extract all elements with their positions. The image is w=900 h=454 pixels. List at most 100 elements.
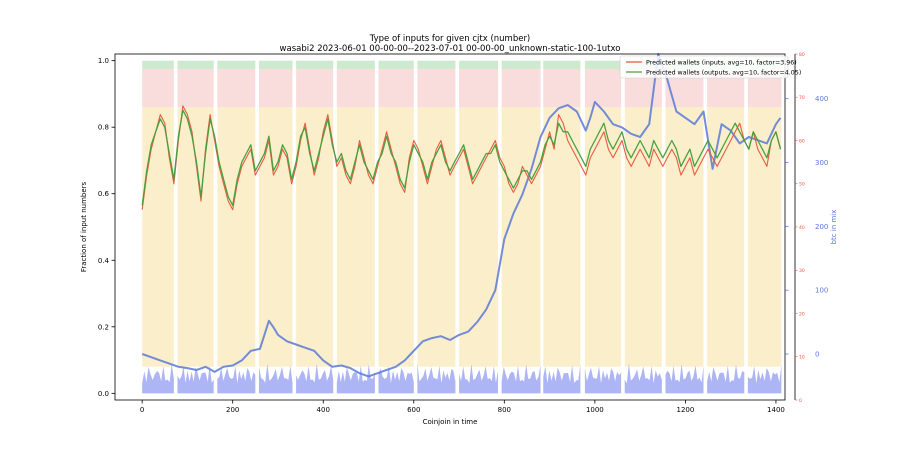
series-layer <box>141 53 782 378</box>
background-bands-layer <box>142 60 782 394</box>
band-pink <box>296 68 334 108</box>
x-tick-label: 1000 <box>586 406 604 414</box>
y-red-tick-label: 70 <box>799 95 805 101</box>
y-right-tick-label: 300 <box>815 159 828 167</box>
y-red-tick-label: 60 <box>799 138 805 144</box>
band-yellow <box>584 107 622 367</box>
band-green <box>296 60 334 69</box>
band-pink <box>142 68 174 108</box>
band-yellow <box>258 107 293 367</box>
axes-layer: 0 200 400 600 800 1000 1200 14000.00.20.40.60.8… <box>98 52 829 414</box>
band-green <box>459 60 498 69</box>
band-yellow <box>378 107 414 367</box>
band-blue <box>296 363 334 394</box>
band-blue <box>378 366 414 394</box>
band-blue <box>142 364 174 394</box>
band-green <box>543 60 581 69</box>
band-yellow <box>142 107 174 367</box>
x-tick-label: 800 <box>498 406 511 414</box>
band-yellow <box>336 107 375 367</box>
x-tick-label: 600 <box>407 406 420 414</box>
band-blue <box>501 364 541 394</box>
y-red-tick-label: 10 <box>799 355 805 361</box>
band-green <box>584 60 622 69</box>
band-blue <box>747 364 782 394</box>
band-green <box>417 60 456 69</box>
x-tick-label: 0 <box>140 406 144 414</box>
band-green <box>258 60 293 69</box>
y-right-tick-label: 400 <box>815 95 828 103</box>
y-red-tick-label: 20 <box>799 311 805 317</box>
series-outputs <box>141 109 782 207</box>
band-pink <box>258 68 293 108</box>
band-green <box>378 60 414 69</box>
band-yellow <box>501 107 541 367</box>
y-right-tick-label: 200 <box>815 223 828 231</box>
band-blue <box>177 365 214 394</box>
band-blue <box>217 365 256 394</box>
band-blue <box>624 363 662 394</box>
y-tick-label: 0.2 <box>98 323 109 331</box>
band-yellow <box>217 107 256 367</box>
band-green <box>177 60 214 69</box>
band-yellow <box>707 107 745 367</box>
legend-label-outputs: Predicted wallets (outputs, avg=10, fact… <box>646 70 801 77</box>
chart-subtitle: wasabi2 2023-06-01 00-00-00--2023-07-01 … <box>280 44 621 54</box>
x-tick-label: 200 <box>226 406 239 414</box>
band-blue <box>665 363 704 394</box>
band-yellow <box>543 107 581 367</box>
band-yellow <box>747 107 782 367</box>
legend-box <box>619 55 789 79</box>
band-green <box>501 60 541 69</box>
x-axis-label: Coinjoin in time <box>423 418 478 426</box>
y-right-tick-label: 100 <box>815 287 828 295</box>
band-pink <box>584 68 622 108</box>
y-tick-label: 0.0 <box>98 390 109 398</box>
y-axis-label: Fraction of input numbers <box>80 181 88 272</box>
band-pink <box>378 68 414 108</box>
x-tick-label: 1400 <box>767 406 785 414</box>
band-yellow <box>417 107 456 367</box>
y-tick-label: 0.8 <box>98 124 109 132</box>
band-blue <box>336 364 375 394</box>
x-tick-label: 1200 <box>676 406 694 414</box>
band-blue <box>459 363 498 394</box>
series-btc-in-mix <box>141 53 782 378</box>
band-yellow <box>665 107 704 367</box>
band-blue <box>543 364 581 394</box>
band-yellow <box>296 107 334 367</box>
y-tick-label: 1.0 <box>98 57 109 65</box>
band-blue <box>584 366 622 394</box>
legend: Predicted wallets (inputs, avg=10, facto… <box>619 55 801 79</box>
y-red-tick-label: 50 <box>799 182 805 188</box>
legend-label-inputs: Predicted wallets (inputs, avg=10, facto… <box>646 60 797 67</box>
band-pink <box>217 68 256 108</box>
y-red-tick-label: 40 <box>799 225 805 231</box>
band-blue <box>707 364 745 394</box>
band-pink <box>417 68 456 108</box>
series-inputs <box>141 105 782 211</box>
band-blue <box>417 363 456 394</box>
band-green <box>336 60 375 69</box>
band-blue <box>258 363 293 394</box>
band-pink <box>459 68 498 108</box>
y-red-tick-label: 0 <box>799 398 802 404</box>
band-pink <box>543 68 581 108</box>
y-right-tick-label: 0 <box>815 351 819 359</box>
band-pink <box>501 68 541 108</box>
y-tick-label: 0.6 <box>98 190 110 198</box>
band-pink <box>177 68 214 108</box>
y-red-tick-label: 30 <box>799 268 805 274</box>
band-yellow <box>624 107 662 367</box>
y-tick-label: 0.4 <box>98 257 110 265</box>
y-right-axis-label: btc in mix <box>830 210 838 245</box>
y-red-tick-label: 80 <box>799 52 805 58</box>
chart-title: Type of inputs for given cjtx (number) <box>369 34 531 44</box>
band-yellow <box>177 107 214 367</box>
band-green <box>217 60 256 69</box>
plot-frame <box>114 53 786 401</box>
band-green <box>142 60 174 69</box>
band-pink <box>336 68 375 108</box>
